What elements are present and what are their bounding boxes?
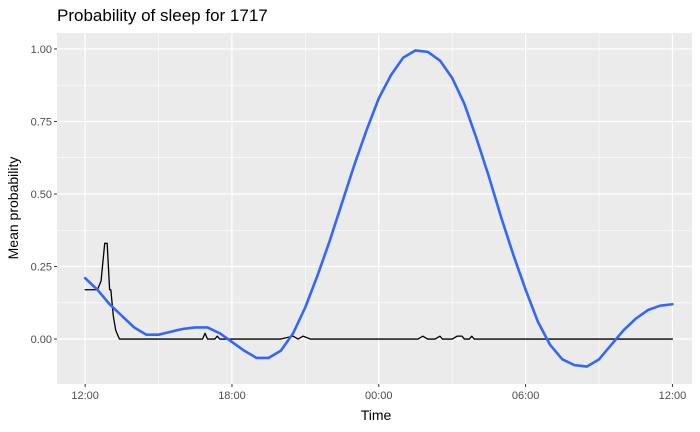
y-axis-title: Mean probability (5, 157, 21, 260)
y-tick-label: 0.75 (31, 116, 52, 128)
series-layer (83, 49, 674, 368)
grid-minor (57, 33, 692, 384)
plot-panel (57, 33, 692, 384)
observed-probability-line (84, 242, 674, 340)
x-tick-label: 00:00 (365, 390, 393, 402)
chart-title: Probability of sleep for 1717 (57, 6, 268, 25)
smooth-trend-line (83, 49, 674, 368)
y-tick-label: 1.00 (31, 44, 52, 56)
x-axis: 12:00 18:00 00:00 06:00 12:00 (71, 384, 686, 402)
x-axis-title: Time (361, 407, 392, 423)
x-tick-label: 06:00 (512, 390, 540, 402)
y-tick-label: 0.00 (31, 334, 52, 346)
x-tick-label: 18:00 (218, 390, 246, 402)
y-tick-label: 0.50 (31, 189, 52, 201)
y-axis: 0.00 0.25 0.50 0.75 1.00 (31, 44, 57, 346)
x-tick-label: 12:00 (71, 390, 99, 402)
x-tick-label: 12:00 (659, 390, 687, 402)
y-tick-label: 0.25 (31, 262, 52, 274)
